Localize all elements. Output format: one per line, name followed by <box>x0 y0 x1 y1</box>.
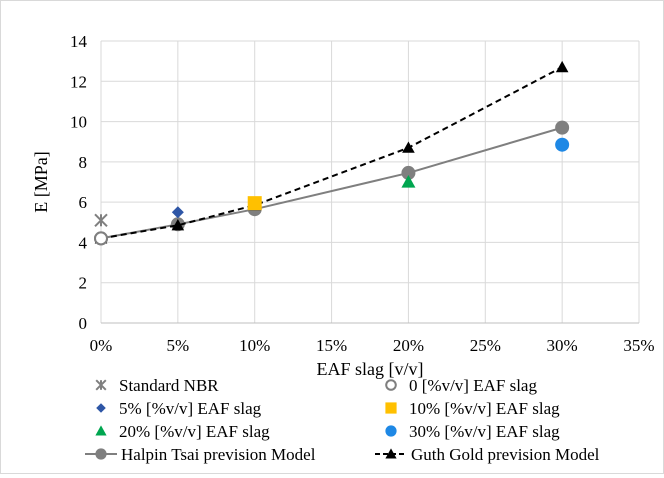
legend-entry: 30% [%v/v] EAF slag <box>385 422 560 441</box>
y-axis-title: E [MPa] <box>31 151 51 213</box>
legend-label: 10% [%v/v] EAF slag <box>409 399 560 418</box>
legend-label: Standard NBR <box>119 376 219 395</box>
axes: 0 2 4 6 8 10 12 14 0% 5% 10% 15% 20% 25% 30% 35% <box>70 32 655 355</box>
legend-label: 20% [%v/v] EAF slag <box>119 422 270 441</box>
legend-entry: 0 [%v/v] EAF slag <box>385 376 537 395</box>
legend-label: 5% [%v/v] EAF slag <box>119 399 262 418</box>
data-point-standard-nbr <box>94 213 108 227</box>
y-tick-label: 6 <box>79 193 88 212</box>
y-tick-label: 14 <box>70 32 88 51</box>
x-tick-label: 15% <box>316 336 347 355</box>
legend-marker <box>385 379 397 391</box>
y-tick-label: 12 <box>70 72 87 91</box>
x-tick-label: 10% <box>239 336 270 355</box>
legend-marker <box>96 403 106 413</box>
legend: Standard NBR 0 [%v/v] EAF slag 5% [%v/v] E… <box>85 376 600 464</box>
legend-marker <box>95 379 107 391</box>
data-point-guth-gold-prevision-model <box>171 219 185 231</box>
data-point-5-v-v-eaf-slag <box>171 206 184 219</box>
data-point-guth-gold-prevision-model <box>402 141 415 153</box>
legend-entry: Halpin Tsai prevision Model <box>85 445 316 464</box>
x-tick-label: 30% <box>547 336 578 355</box>
data-point-20-v-v-eaf-slag <box>401 175 416 188</box>
legend-entry: Guth Gold prevision Model <box>375 445 600 464</box>
y-tick-label: 8 <box>79 153 88 172</box>
axis-labels: EAF slag [v/v] E [MPa] <box>31 151 424 379</box>
data-point-guth-gold-prevision-model <box>555 60 569 73</box>
legend-entry: 10% [%v/v] EAF slag <box>385 399 560 418</box>
x-tick-label: 25% <box>470 336 501 355</box>
data-point-10-v-v-eaf-slag <box>247 196 262 211</box>
legend-entry: 20% [%v/v] EAF slag <box>95 422 270 441</box>
data-point-0-v-v-eaf-slag <box>94 231 108 246</box>
data-point-halpin-tsai-prevision-model <box>555 120 570 135</box>
x-tick-label: 20% <box>393 336 424 355</box>
legend-entry: 5% [%v/v] EAF slag <box>96 399 262 418</box>
legend-entry: Standard NBR <box>95 376 219 395</box>
y-tick-label: 10 <box>70 113 87 132</box>
y-tick-label: 0 <box>79 314 88 333</box>
legend-marker <box>95 448 107 460</box>
legend-label: 30% [%v/v] EAF slag <box>409 422 560 441</box>
legend-marker <box>385 402 397 414</box>
legend-marker <box>95 425 107 436</box>
legend-label: 0 [%v/v] EAF slag <box>409 376 537 395</box>
legend-label: Guth Gold prevision Model <box>411 445 600 464</box>
series-line-guth-gold-prevision-model <box>100 66 563 240</box>
legend-marker <box>385 448 397 459</box>
y-tick-label: 4 <box>79 233 88 252</box>
data-point-halpin-tsai-prevision-model <box>401 165 416 180</box>
data-point-30-v-v-eaf-slag <box>555 137 570 152</box>
legend-marker <box>385 425 397 437</box>
x-tick-label: 5% <box>167 336 190 355</box>
x-tick-label: 35% <box>623 336 654 355</box>
x-axis-title: EAF slag [v/v] <box>317 359 424 379</box>
y-tick-label: 2 <box>79 274 88 293</box>
legend-label: Halpin Tsai prevision Model <box>121 445 316 464</box>
x-tick-label: 0% <box>90 336 113 355</box>
data-series <box>94 60 570 246</box>
